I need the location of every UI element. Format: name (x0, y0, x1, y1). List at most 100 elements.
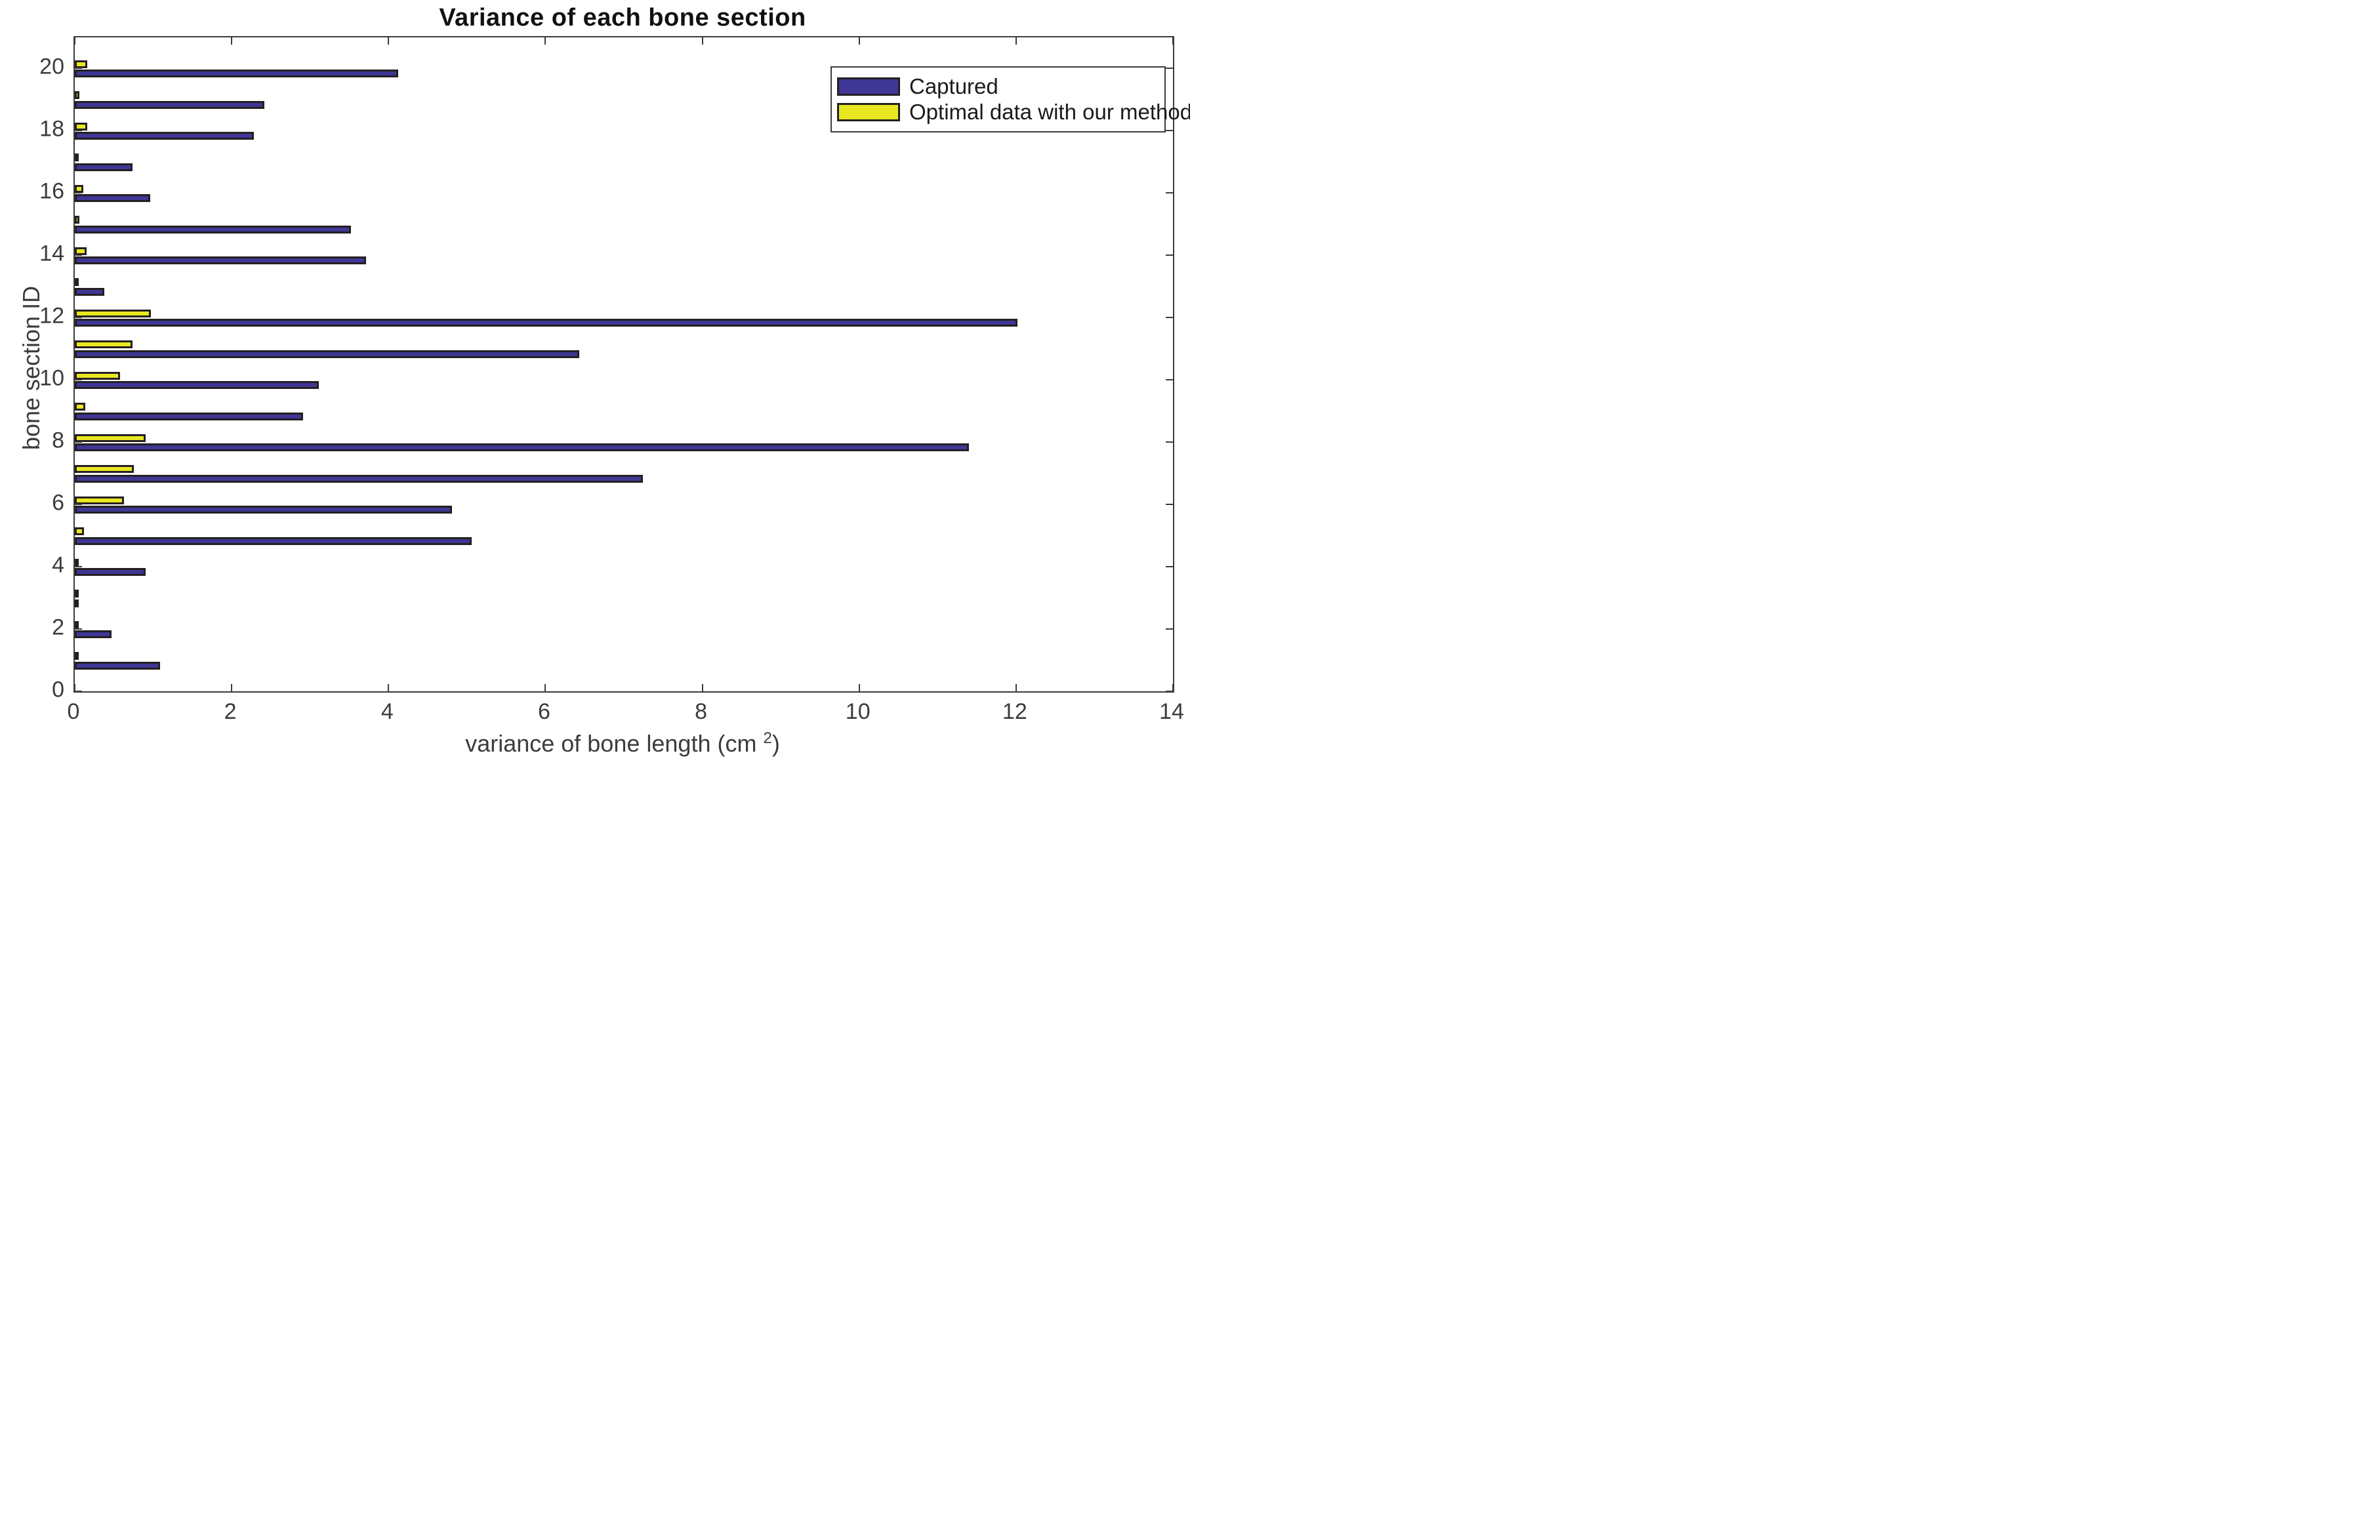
bar-captured-13 (75, 288, 105, 296)
y-tick-right-20 (1166, 68, 1173, 69)
y-tick-right-0 (1166, 691, 1173, 692)
y-tick-right-14 (1166, 254, 1173, 256)
x-tick-label-0: 0 (67, 699, 80, 724)
x-tick-label-6: 6 (537, 699, 550, 724)
bar-captured-7 (75, 475, 643, 483)
y-tick-label-8: 8 (52, 428, 64, 453)
x-tick-label-2: 2 (224, 699, 237, 724)
x-tick-top-8 (702, 37, 703, 45)
x-tick-top-0 (74, 37, 75, 45)
bar-optimal-11 (75, 340, 133, 348)
y-tick-left-4 (75, 566, 82, 567)
bar-optimal-2 (75, 621, 79, 629)
bar-captured-3 (75, 599, 79, 607)
legend-entry-captured: Captured (837, 74, 1164, 99)
x-tick-bottom-6 (544, 684, 546, 691)
bar-optimal-15 (75, 216, 80, 224)
y-tick-right-6 (1166, 504, 1173, 505)
y-tick-right-4 (1166, 566, 1173, 567)
legend-swatch-optimal (837, 102, 900, 121)
bar-optimal-6 (75, 496, 125, 504)
bar-captured-12 (75, 319, 1018, 327)
x-tick-top-14 (1172, 37, 1174, 45)
legend-label-captured: Captured (909, 74, 998, 99)
x-axis-label-close: ) (771, 730, 780, 757)
x-tick-top-6 (544, 37, 546, 45)
bar-optimal-3 (75, 590, 79, 598)
legend: Captured Optimal data with our method (831, 66, 1190, 132)
bar-optimal-5 (75, 527, 85, 535)
bar-optimal-16 (75, 185, 84, 193)
x-tick-top-10 (859, 37, 860, 45)
y-tick-label-10: 10 (39, 365, 64, 391)
bar-captured-6 (75, 506, 453, 514)
y-tick-right-2 (1166, 628, 1173, 630)
x-tick-bottom-0 (74, 684, 75, 691)
bar-captured-17 (75, 163, 133, 171)
y-tick-label-20: 20 (39, 54, 64, 79)
x-tick-bottom-12 (1016, 684, 1017, 691)
bar-captured-5 (75, 537, 472, 545)
y-tick-left-12 (75, 317, 82, 318)
bar-captured-2 (75, 630, 112, 638)
y-tick-right-18 (1166, 130, 1173, 131)
bar-captured-9 (75, 413, 303, 420)
y-tick-label-2: 2 (52, 615, 64, 640)
bar-optimal-8 (75, 434, 146, 442)
legend-label-optimal: Optimal data with our method (909, 99, 1190, 124)
x-axis-label: variance of bone length (cm 2) (73, 729, 1172, 758)
x-tick-top-2 (231, 37, 232, 45)
x-tick-top-4 (388, 37, 389, 45)
bar-optimal-17 (75, 153, 79, 161)
x-tick-bottom-14 (1172, 684, 1174, 691)
bar-chart: Variance of each bone section variance o… (0, 0, 1190, 770)
y-tick-left-10 (75, 379, 82, 380)
chart-title: Variance of each bone section (439, 4, 806, 31)
bar-optimal-1 (75, 652, 79, 660)
y-tick-label-16: 16 (39, 178, 64, 204)
x-tick-label-12: 12 (1002, 699, 1027, 724)
y-tick-left-2 (75, 628, 82, 630)
bar-captured-8 (75, 443, 970, 451)
bar-optimal-4 (75, 559, 79, 567)
x-tick-top-12 (1016, 37, 1017, 45)
y-tick-left-20 (75, 68, 82, 69)
bar-captured-1 (75, 662, 161, 670)
bar-captured-18 (75, 132, 254, 140)
bar-optimal-10 (75, 372, 121, 380)
y-tick-right-12 (1166, 317, 1173, 318)
x-axis-label-superscript: 2 (763, 729, 772, 747)
y-tick-left-0 (75, 691, 82, 692)
bar-captured-14 (75, 256, 366, 264)
y-tick-label-6: 6 (52, 490, 64, 516)
bar-optimal-9 (75, 403, 85, 411)
y-tick-label-12: 12 (39, 303, 64, 329)
y-tick-left-8 (75, 441, 82, 443)
bar-optimal-13 (75, 278, 79, 286)
bar-captured-15 (75, 226, 351, 233)
plot-area (73, 36, 1174, 693)
x-tick-label-14: 14 (1159, 699, 1184, 724)
x-tick-label-8: 8 (695, 699, 708, 724)
bar-optimal-19 (75, 91, 80, 99)
y-tick-left-16 (75, 192, 82, 193)
x-tick-bottom-4 (388, 684, 389, 691)
bar-optimal-14 (75, 247, 87, 255)
bar-captured-11 (75, 350, 579, 358)
x-tick-bottom-10 (859, 684, 860, 691)
bar-optimal-20 (75, 60, 88, 68)
bar-captured-20 (75, 70, 398, 77)
bar-captured-16 (75, 194, 150, 202)
y-tick-left-18 (75, 130, 82, 131)
bar-captured-19 (75, 101, 265, 109)
y-tick-right-16 (1166, 192, 1173, 193)
x-tick-bottom-8 (702, 684, 703, 691)
y-tick-left-6 (75, 504, 82, 505)
y-tick-left-14 (75, 254, 82, 256)
legend-entry-optimal: Optimal data with our method (837, 100, 1190, 124)
y-tick-right-10 (1166, 379, 1173, 380)
bar-captured-4 (75, 568, 146, 576)
y-tick-label-18: 18 (39, 116, 64, 142)
x-tick-label-10: 10 (845, 699, 871, 724)
bar-captured-10 (75, 381, 319, 389)
